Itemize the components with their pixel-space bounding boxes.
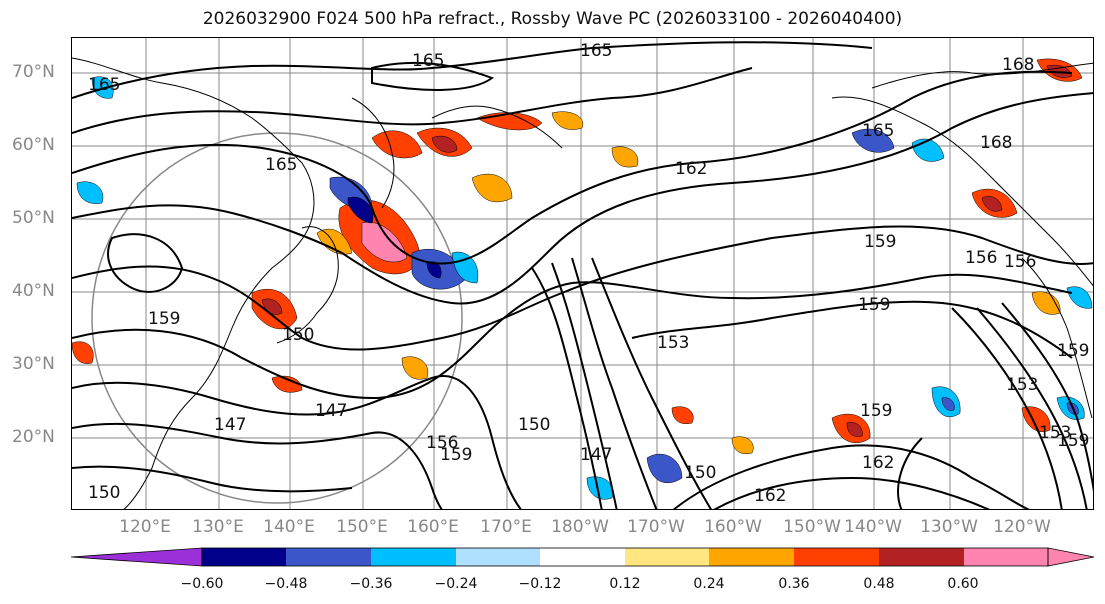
contour-label: 153 (1039, 423, 1071, 443)
colorbar-swatch (202, 548, 286, 566)
colorbar-swatch (286, 548, 371, 566)
lat-label-60n: 60°N (12, 135, 55, 155)
contour-label: 147 (580, 445, 612, 465)
colorbar-swatch (456, 548, 540, 566)
colorbar-extend-low (70, 547, 203, 567)
colorbar-tick-label: −0.60 (180, 576, 224, 592)
lon-label-180w: 180°W (551, 517, 609, 537)
colorbar (70, 547, 1096, 571)
lon-label-150w: 150°W (783, 517, 841, 537)
lat-label-30n: 30°N (12, 354, 55, 374)
colorbar-tick-label: 0.60 (947, 576, 979, 592)
shaded-anomalies (72, 58, 1093, 500)
colorbar-swatch (371, 548, 456, 566)
colorbar-tick-label: 0.12 (609, 576, 641, 592)
colorbar-swatch (794, 548, 879, 566)
contour-label: 156 (426, 433, 458, 453)
contour-label: 168 (1002, 55, 1034, 75)
contour-label: 162 (754, 486, 786, 506)
colorbar-outline (201, 547, 1049, 567)
contour-label: 162 (675, 159, 707, 179)
colorbar-tick-label: −0.48 (264, 576, 308, 592)
reference-circle (91, 132, 463, 504)
colorbar-tick-label: −0.24 (434, 576, 478, 592)
map-panel: 165 165 165 165 168 165 162 168 159 156 … (71, 37, 1094, 510)
colorbar-tick-label: 0.48 (863, 576, 895, 592)
colorbar-swatch (625, 548, 709, 566)
lon-label-120e: 120°E (119, 517, 171, 537)
contour-label: 150 (282, 325, 314, 345)
map-title: 2026032900 F024 500 hPa refract., Rossby… (202, 9, 903, 29)
lon-label-140e: 140°E (263, 517, 315, 537)
lon-label-170e: 170°E (480, 517, 532, 537)
contour-label: 165 (580, 41, 612, 61)
coastlines (72, 57, 1093, 509)
height-contours (72, 41, 1093, 509)
lon-label-160e: 160°E (407, 517, 459, 537)
lon-label-130w: 130°W (920, 517, 978, 537)
colorbar-swatch (879, 548, 964, 566)
contour-label: 147 (315, 401, 347, 421)
contour-label: 150 (684, 463, 716, 483)
lon-label-170w: 170°W (627, 517, 685, 537)
colorbar-tick-label: 0.24 (693, 576, 725, 592)
lon-label-120w: 120°W (993, 517, 1051, 537)
contour-label: 147 (214, 415, 246, 435)
contour-label: 159 (1057, 341, 1089, 361)
colorbar-tick-label: −0.12 (518, 576, 562, 592)
colorbar-svg (70, 547, 1095, 567)
contour-label: 159 (1057, 431, 1089, 451)
contour-label: 165 (862, 121, 894, 141)
contour-label: 165 (265, 155, 297, 175)
contour-label: 159 (440, 445, 472, 465)
lat-label-50n: 50°N (12, 208, 55, 228)
contour-label: 156 (1004, 252, 1036, 272)
colorbar-tick-label: 0.36 (778, 576, 810, 592)
contour-label: 165 (412, 51, 444, 71)
contour-label: 153 (1006, 375, 1038, 395)
colorbar-swatch (964, 548, 1048, 566)
contour-label: 168 (980, 133, 1012, 153)
contour-label: 159 (148, 309, 180, 329)
colorbar-extend-high (1047, 547, 1095, 567)
lat-label-70n: 70°N (12, 62, 55, 82)
contour-label: 162 (862, 453, 894, 473)
lat-label-20n: 20°N (12, 427, 55, 447)
colorbar-swatch (540, 548, 625, 566)
contour-label: 159 (864, 232, 896, 252)
map-svg: 165 165 165 165 168 165 162 168 159 156 … (72, 38, 1093, 509)
contour-label: 150 (88, 483, 120, 503)
contour-label: 150 (518, 415, 550, 435)
colorbar-swatch (709, 548, 794, 566)
contour-label: 159 (860, 401, 892, 421)
contour-label: 159 (858, 295, 890, 315)
lon-label-140w: 140°W (844, 517, 902, 537)
lon-label-160w: 160°W (704, 517, 762, 537)
lon-label-130e: 130°E (192, 517, 244, 537)
lat-label-40n: 40°N (12, 281, 55, 301)
lon-label-150e: 150°E (336, 517, 388, 537)
contour-labels: 165 165 165 165 168 165 162 168 159 156 … (88, 41, 1089, 506)
contour-label: 153 (657, 333, 689, 353)
contour-label: 156 (965, 248, 997, 268)
contour-label: 165 (88, 75, 120, 95)
colorbar-tick-label: −0.36 (349, 576, 393, 592)
